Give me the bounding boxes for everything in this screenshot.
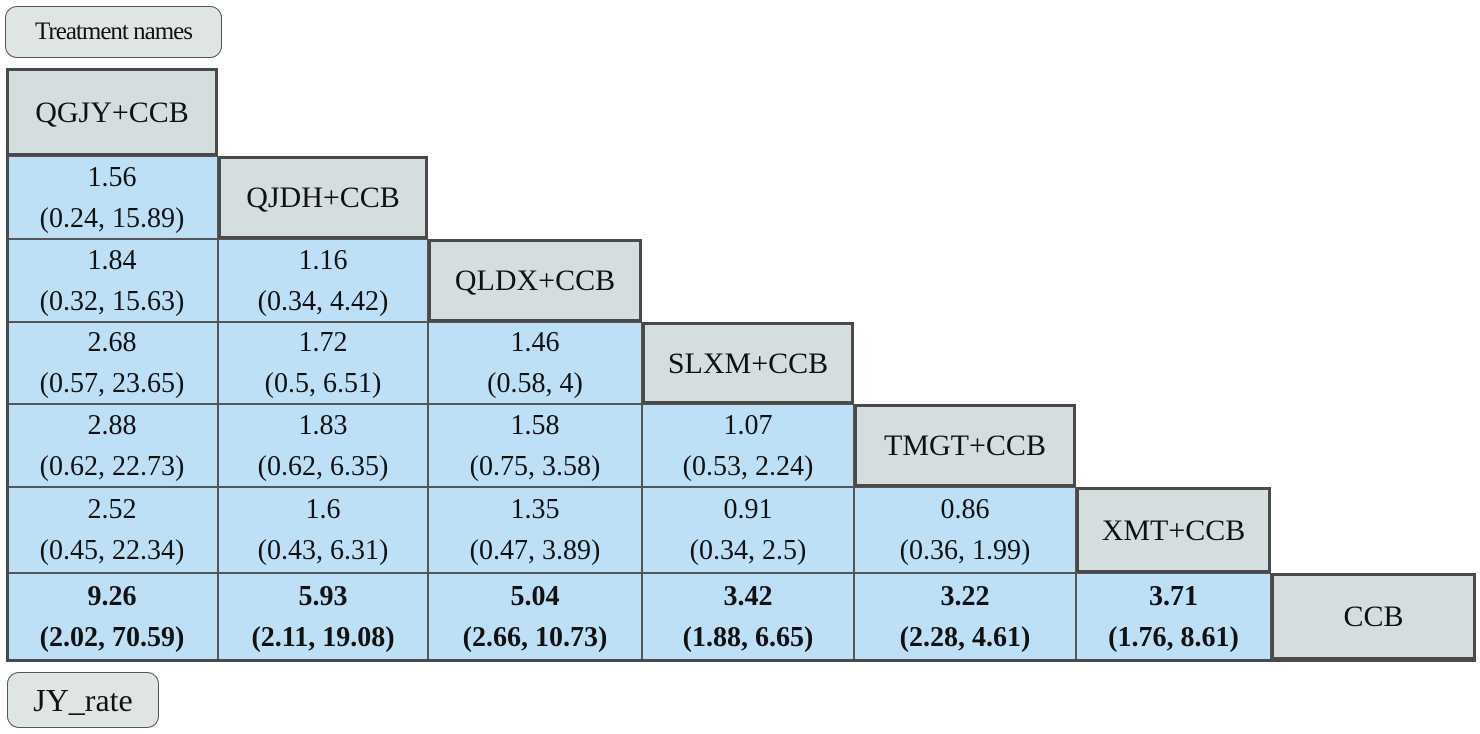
comparison-cell: 2.88 (0.62, 22.73) [6, 404, 218, 487]
treatment-names-label: Treatment names [5, 6, 222, 58]
comparison-cell: 0.91 (0.34, 2.5) [642, 487, 854, 573]
comparison-cell: 1.07 (0.53, 2.24) [642, 404, 854, 487]
confidence-interval: (2.66, 10.73) [462, 621, 608, 653]
effect-estimate: 3.22 [940, 580, 990, 612]
effect-estimate: 2.52 [87, 494, 137, 525]
outcome-label: JY_rate [7, 672, 159, 728]
effect-estimate: 2.88 [87, 409, 137, 441]
confidence-interval: (0.34, 4.42) [257, 285, 389, 317]
comparison-cell: 2.68 (0.57, 23.65) [6, 322, 218, 404]
comparison-cell: 3.71 (1.76, 8.61) [1076, 573, 1271, 660]
effect-estimate: 0.91 [723, 494, 773, 525]
treatment-cell: QJDH+CCB [218, 156, 428, 239]
confidence-interval: (0.45, 22.34) [39, 535, 185, 566]
effect-estimate: 1.72 [298, 327, 348, 358]
confidence-interval: (0.5, 6.51) [264, 368, 382, 399]
confidence-interval: (0.53, 2.24) [682, 450, 814, 482]
comparison-cell: 5.04 (2.66, 10.73) [428, 573, 642, 660]
effect-estimate: 1.07 [723, 409, 773, 441]
comparison-cell: 3.42 (1.88, 6.65) [642, 573, 854, 660]
confidence-interval: (0.57, 23.65) [39, 368, 185, 399]
confidence-interval: (0.75, 3.58) [469, 450, 601, 482]
confidence-interval: (0.24, 15.89) [39, 202, 185, 234]
effect-estimate: 3.42 [723, 580, 773, 612]
treatment-cell: QGJY+CCB [6, 68, 218, 156]
effect-estimate: 3.71 [1149, 580, 1198, 612]
confidence-interval: (2.28, 4.61) [899, 621, 1031, 653]
effect-estimate: 5.04 [510, 580, 560, 612]
comparison-cell: 1.46 (0.58, 4) [428, 322, 642, 404]
comparison-cell: 1.72 (0.5, 6.51) [218, 322, 428, 404]
confidence-interval: (0.62, 6.35) [257, 450, 389, 482]
confidence-interval: (0.43, 6.31) [257, 535, 389, 566]
comparison-cell: 1.6 (0.43, 6.31) [218, 487, 428, 573]
effect-estimate: 1.35 [510, 494, 560, 525]
effect-estimate: 1.83 [298, 409, 348, 441]
confidence-interval: (0.36, 1.99) [899, 535, 1031, 566]
treatment-cell: TMGT+CCB [854, 404, 1076, 487]
treatment-cell: XMT+CCB [1076, 487, 1271, 573]
effect-estimate: 1.84 [87, 244, 137, 276]
effect-estimate: 2.68 [87, 327, 137, 358]
comparison-cell: 0.86 (0.36, 1.99) [854, 487, 1076, 573]
confidence-interval: (0.32, 15.63) [39, 285, 185, 317]
confidence-interval: (0.62, 22.73) [39, 450, 185, 482]
treatment-cell: CCB [1271, 573, 1476, 660]
confidence-interval: (2.11, 19.08) [251, 621, 395, 653]
effect-estimate: 1.58 [510, 409, 560, 441]
treatment-cell: QLDX+CCB [428, 239, 642, 322]
comparison-cell: 3.22 (2.28, 4.61) [854, 573, 1076, 660]
confidence-interval: (0.58, 4) [487, 368, 583, 399]
confidence-interval: (0.47, 3.89) [469, 535, 601, 566]
comparison-cell: 1.35 (0.47, 3.89) [428, 487, 642, 573]
confidence-interval: (1.88, 6.65) [682, 621, 814, 653]
effect-estimate: 5.93 [298, 580, 348, 612]
comparison-cell: 9.26 (2.02, 70.59) [6, 573, 218, 660]
effect-estimate: 1.46 [510, 327, 560, 358]
comparison-cell: 1.83 (0.62, 6.35) [218, 404, 428, 487]
effect-estimate: 9.26 [87, 580, 137, 612]
comparison-cell: 5.93 (2.11, 19.08) [218, 573, 428, 660]
comparison-cell: 1.58 (0.75, 3.58) [428, 404, 642, 487]
confidence-interval: (1.76, 8.61) [1108, 621, 1239, 653]
comparison-cell: 1.56 (0.24, 15.89) [6, 156, 218, 239]
effect-estimate: 1.6 [305, 494, 341, 525]
effect-estimate: 1.16 [298, 244, 348, 276]
confidence-interval: (2.02, 70.59) [39, 621, 185, 653]
comparison-cell: 2.52 (0.45, 22.34) [6, 487, 218, 573]
treatment-cell: SLXM+CCB [642, 322, 854, 404]
effect-estimate: 0.86 [940, 494, 990, 525]
comparison-cell: 1.84 (0.32, 15.63) [6, 239, 218, 322]
effect-estimate: 1.56 [87, 161, 137, 193]
comparison-cell: 1.16 (0.34, 4.42) [218, 239, 428, 322]
confidence-interval: (0.34, 2.5) [689, 535, 807, 566]
